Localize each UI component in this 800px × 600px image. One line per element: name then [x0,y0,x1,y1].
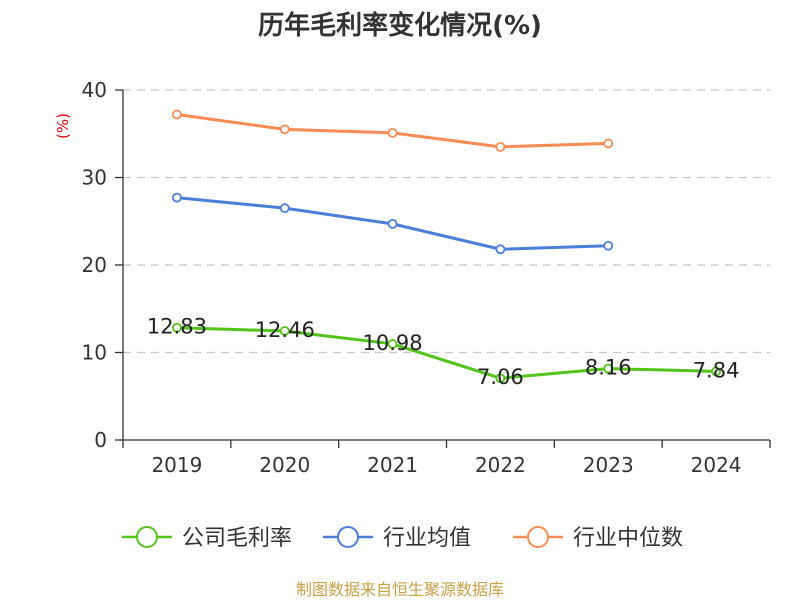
series-line [176,326,717,380]
data-point [387,339,398,349]
y-tick-label: 10 [82,341,107,365]
y-tick-label: 20 [82,253,107,277]
data-point [279,203,290,214]
legend-label: 公司毛利率 [182,526,292,551]
data-point [603,138,614,149]
data-label: 10.98 [363,331,423,355]
y-tick-label: 40 [82,78,107,102]
x-tick-label: 2020 [259,453,310,477]
y-axis-label: (%) [54,113,72,139]
legend-marker [136,526,158,548]
x-tick-label: 2023 [583,453,634,477]
data-point [387,127,398,138]
data-label: 8.16 [585,356,632,380]
x-tick-label: 2022 [475,453,526,477]
data-point [495,244,506,255]
data-label: 12.83 [147,315,207,339]
data-point [495,373,506,384]
data-point [279,124,290,135]
data-point [387,218,398,229]
data-point [172,322,182,333]
data-labels: 12.83 12.46 10.98 7.06 8.16 7.84 [147,315,740,389]
data-label: 7.06 [477,365,524,389]
x-tick-label: 2019 [151,453,202,477]
legend-marker [527,526,549,548]
data-point [603,363,614,374]
legend-label: 行业中位数 [573,526,683,551]
axes: 0 10 20 30 40 2019 2020 2021 2022 2023 2024 [82,78,771,477]
legend: 公司毛利率 行业均值 行业中位数 [122,526,683,551]
data-point [603,240,614,251]
data-point [172,109,182,120]
chart-title: 历年毛利率变化情况(%) [258,10,542,41]
x-tick-label: 2021 [367,453,418,477]
data-point [495,141,506,152]
x-tick-label: 2024 [691,453,742,477]
y-tick-label: 30 [82,166,107,190]
series-group [172,109,721,384]
data-point [711,366,721,377]
data-point [172,192,182,203]
y-tick-label: 0 [94,428,107,452]
data-label: 12.46 [255,318,315,342]
legend-label: 行业均值 [383,526,471,551]
legend-marker [337,526,359,548]
source-note: 制图数据来自恒生聚源数据库 [296,580,504,599]
data-label: 7.84 [693,358,740,382]
grid-lines [123,89,770,354]
data-point [279,326,290,336]
